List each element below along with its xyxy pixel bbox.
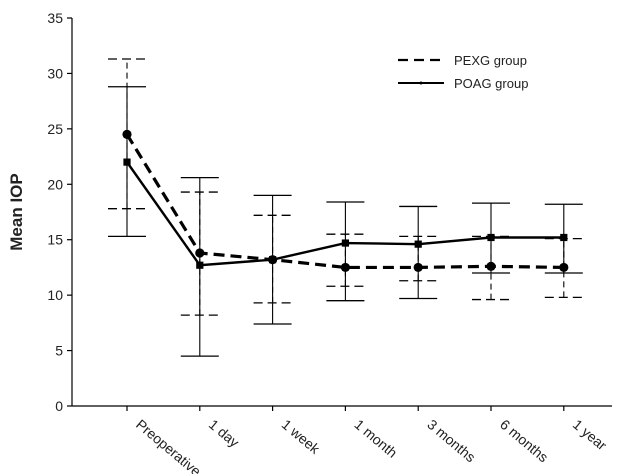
y-ticks: 0 5 10 15 20 25 30 35 [47,10,72,414]
y-axis-label: Mean IOP [7,173,26,250]
legend-label-1: PEXG group [454,53,527,68]
data-point-1 [195,248,205,258]
data-point-2 [196,261,204,269]
x-tick-label: 3 months [424,416,478,465]
data-point-1 [486,261,496,271]
error-bars [108,58,583,357]
data-point-2 [414,240,422,248]
data-point-2 [560,233,568,242]
y-tick-label: 30 [47,65,63,81]
x-tick-label: 1 year [570,416,610,453]
series-markers [122,129,569,273]
plot-area [71,18,612,407]
data-point-2 [269,256,277,264]
data-point-2 [123,158,131,166]
legend-marker-2 [419,81,423,85]
legend-label-2: POAG group [454,76,528,91]
y-tick-label: 5 [55,343,63,359]
data-point-1 [122,129,132,139]
x-tick-label: Preoperative [133,416,204,474]
x-tick-label: 1 day [206,416,243,450]
data-point-1 [413,262,423,273]
data-point-2 [487,233,495,242]
data-point-1 [340,262,350,273]
x-tick-label: 1 week [279,416,324,457]
y-tick-label: 15 [47,232,63,248]
data-point-2 [341,239,349,247]
y-tick-label: 25 [47,121,63,137]
y-tick-label: 20 [47,176,63,192]
x-tick-label: 6 months [497,416,551,465]
legend: PEXG group POAG group [398,53,528,91]
y-tick-label: 0 [55,398,63,414]
data-point-1 [559,262,569,273]
x-tick-label: 1 month [351,416,400,461]
y-tick-label: 35 [47,10,63,26]
x-ticks: Preoperative 1 day 1 week 1 month 3 months 6 … [126,406,610,474]
y-tick-label: 10 [47,287,63,303]
